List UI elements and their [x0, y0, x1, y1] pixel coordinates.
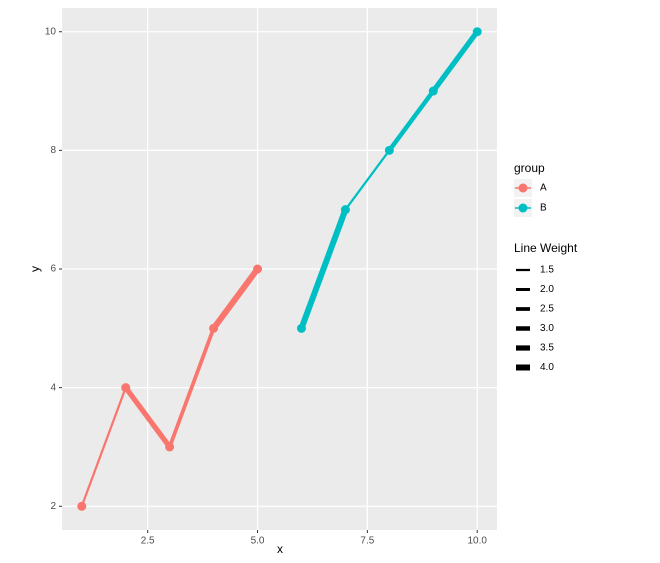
- y-tick-label: 10: [45, 26, 57, 37]
- point: [253, 264, 263, 274]
- point: [121, 383, 131, 393]
- y-tick-label: 2: [50, 501, 56, 512]
- point: [472, 27, 482, 37]
- x-tick-label: 5.0: [251, 536, 265, 547]
- line-segment: [167, 327, 216, 448]
- x-tick-label: 10.0: [467, 536, 487, 547]
- x-axis-title: x: [277, 542, 283, 556]
- legend-point: [518, 203, 528, 213]
- x-tick-label: 7.5: [360, 536, 374, 547]
- legend-label: 2.0: [540, 284, 554, 295]
- legend-label: 3.5: [540, 343, 554, 354]
- point: [428, 86, 438, 96]
- legend-label: B: [540, 203, 547, 214]
- legend-label: 3.0: [540, 323, 554, 334]
- line-segment: [387, 89, 436, 152]
- line-segment: [431, 30, 480, 93]
- legend-point: [518, 183, 528, 193]
- legend-label: 1.5: [540, 265, 554, 276]
- point: [384, 145, 394, 155]
- point: [165, 442, 175, 452]
- line-segment: [344, 149, 391, 211]
- line-segment: [211, 267, 260, 331]
- y-tick-label: 8: [50, 145, 56, 156]
- legend-title: Line Weight: [514, 241, 578, 255]
- legend-label: 4.0: [540, 362, 554, 373]
- line-segment: [80, 387, 127, 507]
- line-segment: [123, 386, 172, 449]
- point: [77, 501, 87, 511]
- x-tick-label: 2.5: [141, 536, 155, 547]
- y-tick-label: 6: [50, 264, 56, 275]
- legend-label: 2.5: [540, 304, 554, 315]
- y-tick-label: 4: [50, 382, 56, 393]
- line-segment: [298, 208, 349, 330]
- point: [296, 323, 306, 333]
- point: [209, 323, 219, 333]
- legend-title: group: [514, 161, 545, 175]
- point: [340, 205, 350, 215]
- y-axis-title: y: [28, 266, 42, 272]
- legend-label: A: [540, 183, 547, 194]
